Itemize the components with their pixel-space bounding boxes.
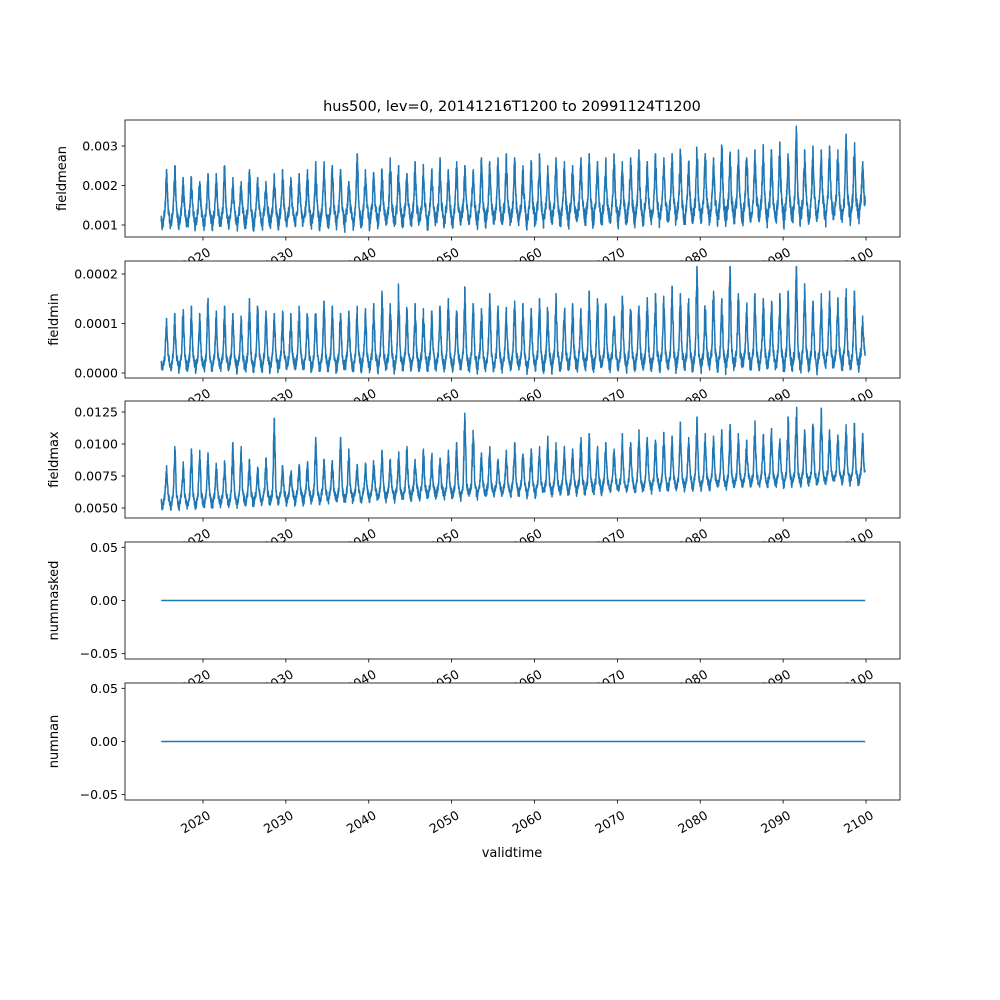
y-axis-label: numnan xyxy=(47,715,62,769)
y-tick-label: 0.0002 xyxy=(74,267,118,282)
axes-frame xyxy=(124,119,901,238)
y-tick-label: 0.0000 xyxy=(74,366,118,381)
y-tick-label: 0.0050 xyxy=(74,501,118,516)
y-tick-label: 0.00 xyxy=(90,734,118,749)
y-axis-label: fieldmin xyxy=(47,293,62,346)
y-tick-label: 0.05 xyxy=(90,540,118,555)
y-tick-label: −0.05 xyxy=(80,646,118,661)
y-axis-label: nummasked xyxy=(47,561,62,641)
y-tick-label: 0.003 xyxy=(82,139,118,154)
y-tick-label: 0.001 xyxy=(82,218,118,233)
fieldmean-series-line xyxy=(160,125,866,234)
y-axis-label: fieldmax xyxy=(47,431,62,488)
y-tick-label: 0.0100 xyxy=(74,437,118,452)
y-tick-label: 0.00 xyxy=(90,593,118,608)
y-axis-label: fieldmean xyxy=(55,146,70,211)
y-tick-label: 0.0125 xyxy=(74,405,118,420)
axes-frame xyxy=(124,260,901,379)
fieldmin-series-line xyxy=(160,265,866,376)
chart-title: hus500, lev=0, 20141216T1200 to 20991124… xyxy=(323,99,701,115)
fieldmax-series-line xyxy=(160,406,866,512)
y-tick-label: 0.05 xyxy=(90,681,118,696)
x-axis-label: validtime xyxy=(482,846,543,861)
axes-frame xyxy=(124,400,901,519)
y-tick-label: 0.0001 xyxy=(74,316,118,331)
y-tick-label: 0.002 xyxy=(82,178,118,193)
y-tick-label: 0.0075 xyxy=(74,469,118,484)
y-tick-label: −0.05 xyxy=(80,787,118,802)
